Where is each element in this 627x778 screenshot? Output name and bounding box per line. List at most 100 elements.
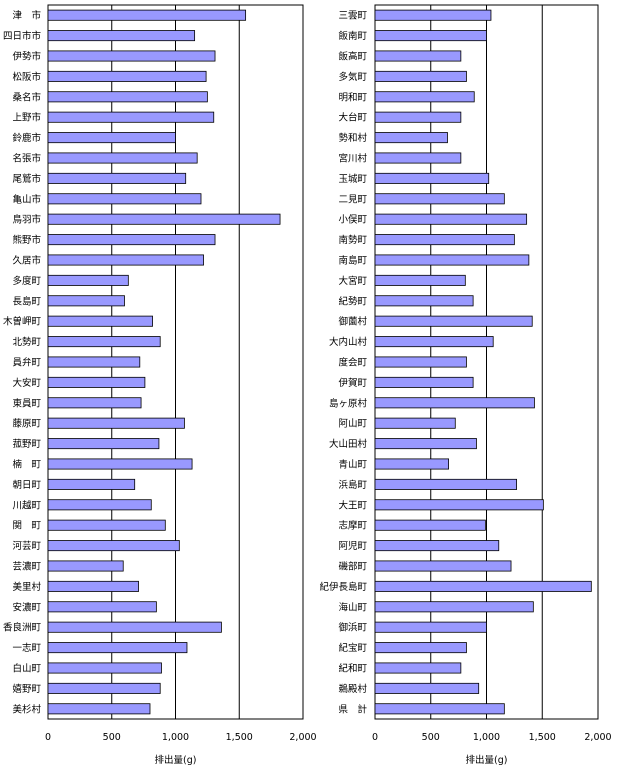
chart-1-category-label: 大安町 [12,377,41,389]
chart-2-category-label: 紀勢町 [338,295,367,307]
chart-1-category-label: 名張市 [12,153,41,165]
chart-2-category-label: 紀伊長島町 [319,581,367,593]
chart-2-category-label: 明和町 [338,92,367,103]
chart-1-bar [47,356,141,368]
chart-2-category-label: 青山町 [338,459,367,471]
chart-2-x-tick-label: 1,000 [473,732,500,743]
chart-1-category-label: 上野市 [12,112,41,124]
chart-2-category-label: 県 計 [338,703,367,715]
chart-1-category-label: 楠 町 [12,459,41,471]
chart-1-bar [47,9,247,21]
chart-1-bar [47,580,139,592]
chart-2-category-label: 宮川村 [338,153,367,165]
chart-1-bar [47,193,202,205]
chart-2-bar [374,295,474,307]
chart-2-category-label: 三雲町 [338,11,367,22]
chart-1-bar [47,70,207,82]
chart-2-bar [374,336,494,348]
chart-1-category-label: 関 町 [12,521,41,532]
chart-1-category-label: 伊勢市 [12,51,41,63]
chart-2-bar [374,30,487,42]
chart-2-category-label: 志摩町 [338,520,367,532]
chart-1-category-label: 鈴鹿市 [12,132,41,144]
chart-2-bar [374,478,518,490]
chart-1-bar [47,642,188,654]
chart-1-bar [47,621,222,633]
chart-2-category-label: 阿児町 [338,541,367,552]
chart-2-category-label: 多気町 [338,71,367,83]
chart-1-category-label: 川越町 [12,499,41,511]
chart-2-category-label: 南勢町 [338,234,367,246]
chart-1-category-label: 北勢町 [12,336,41,348]
chart-2-bar [374,172,490,184]
chart-1-category-label: 亀山市 [12,193,41,205]
chart-1-bar [47,601,157,613]
chart-1-category-label: 松阪市 [12,71,41,83]
chart-2-category-label: 小俣町 [338,214,367,226]
chart-1-x-tick-label: 2,000 [289,732,316,743]
chart-1-bar [47,91,208,103]
chart-2-category-label: 磯部町 [338,561,367,573]
chart-1-bar [47,397,142,409]
chart-2-bar [374,193,505,205]
chart-1-bar [47,703,151,715]
chart-2-category-label: 南島町 [338,255,367,267]
chart-2-bar [374,132,448,144]
chart-1-bar [47,499,152,511]
chart-2-x-tick-label: 0 [372,732,378,743]
chart-2-category-label: 度会町 [338,357,367,369]
chart-2-bar [374,274,466,286]
chart-2-category-label: 御浜町 [338,622,367,634]
chart-2-bar [374,642,467,654]
chart-1-category-label: 桑名市 [12,91,41,103]
chart-2-category-label: 紀和町 [338,663,367,675]
chart-2-category-label: 紀宝町 [338,642,367,654]
chart-2-category-label: 大台町 [338,112,367,124]
chart-1-category-label: 東員町 [12,397,41,409]
chart-1-bar [47,519,166,531]
chart-2-category-label: 大宮町 [338,275,367,287]
chart-2-category-label: 伊賀町 [338,377,367,389]
chart-2-bar [374,438,477,450]
chart-1-category-label: 木曽岬町 [3,316,42,328]
chart-1-category-label: 香良洲町 [3,622,42,634]
chart-2-x-axis-label: 排出量(g) [466,754,508,766]
chart-1-x-tick-label: 1,000 [162,732,189,743]
chart-2-x-tick-label: 1,500 [529,732,556,743]
chart-1-x-tick-label: 500 [103,732,121,743]
chart-2-bar [374,580,592,592]
chart-1-category-label: 河芸町 [12,540,41,552]
chart-1-bar [47,295,125,307]
chart-2-x-tick-label: 500 [422,732,440,743]
chart-2-bar [374,50,462,62]
chart-1-category-label: 藤原町 [12,418,41,430]
chart-1-x-tick-label: 0 [45,732,51,743]
chart-2-bar [374,499,544,511]
chart-1-bar [47,458,193,470]
chart-1-bar [47,336,161,348]
chart-1-category-label: 熊野市 [12,234,41,246]
chart-1-category-label: 員弁町 [12,357,41,369]
chart-1-category-label: 朝日町 [12,480,41,491]
chart-2-bar [374,417,456,429]
chart-1-category-label: 一志町 [12,642,41,654]
chart-2-category-label: 大山田村 [329,438,368,450]
chart-1-bar [47,438,160,450]
chart-1-x-tick-label: 1,500 [226,732,253,743]
chart-2-category-label: 大王町 [338,499,367,511]
chart-2-bar [374,621,487,633]
chart-1-bar [47,662,162,674]
chart-2-category-label: 飯南町 [338,30,367,42]
chart-2-bar [374,560,512,572]
chart-1-category-label: 白山町 [12,663,41,675]
chart-2-bar [374,356,467,368]
chart-2-category-label: 大内山村 [329,336,368,348]
chart-2-category-label: 勢和村 [338,132,367,144]
chart-2-bar [374,703,505,715]
chart-1-bar [47,315,153,327]
chart-2-bar [374,111,462,123]
chart-2-bar [374,540,500,552]
chart-2-bar [374,234,515,246]
chart-1-bar [47,172,187,184]
chart-1-category-label: 芸濃町 [12,561,41,573]
